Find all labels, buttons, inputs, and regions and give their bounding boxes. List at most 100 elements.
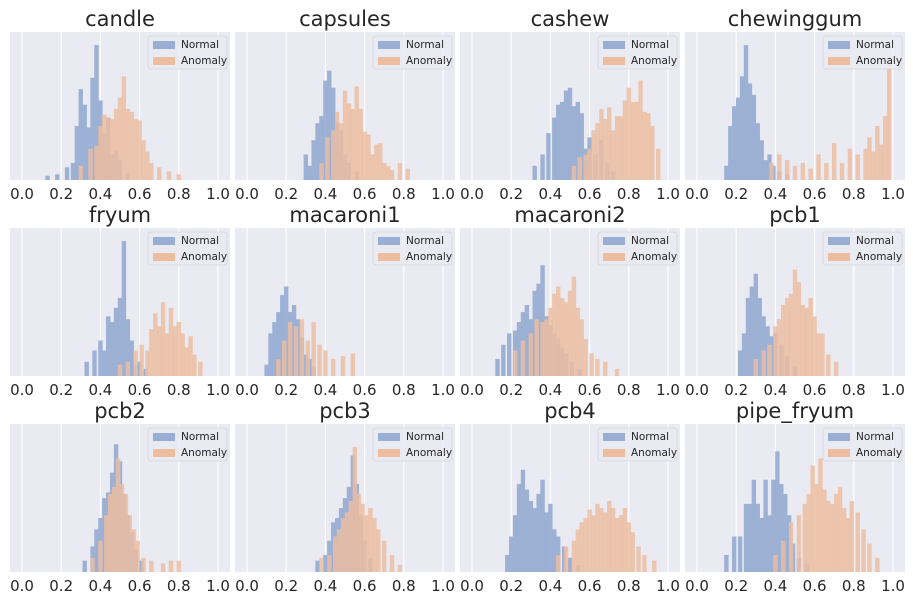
bar-normal: [552, 117, 557, 180]
subplot-title: pcb3: [319, 399, 371, 423]
bar-anomaly: [311, 322, 316, 376]
bar-anomaly: [579, 319, 584, 376]
x-tick-label: 1.0: [881, 577, 905, 595]
bar-normal: [520, 469, 526, 572]
bar-anomaly: [133, 350, 138, 376]
bar-anomaly: [796, 515, 802, 572]
subplot-title: pcb4: [544, 399, 596, 423]
bar-anomaly: [820, 333, 825, 376]
bar-normal: [552, 529, 557, 572]
bar-normal: [121, 241, 127, 376]
legend-label-anomaly: Anomaly: [856, 447, 902, 459]
bar-normal: [544, 512, 549, 572]
bar-normal: [64, 167, 70, 180]
bar-anomaly: [133, 118, 138, 180]
bar-anomaly: [145, 151, 150, 180]
x-tick-label: 0.2: [274, 577, 298, 595]
bar-anomaly: [323, 350, 328, 376]
x-tick-label: 0.2: [49, 381, 73, 399]
series-anomaly: [78, 76, 181, 180]
bar-normal: [78, 89, 83, 180]
bar-normal: [546, 133, 551, 180]
bar-normal: [732, 106, 737, 180]
x-tick-label: 0.4: [538, 185, 562, 203]
bar-normal: [516, 483, 522, 572]
x-tick-label: 0.6: [578, 381, 602, 399]
bar-anomaly: [397, 564, 403, 572]
bar-anomaly: [626, 522, 631, 572]
legend-label-normal: Normal: [631, 235, 669, 247]
legend-swatch-anomaly: [603, 253, 625, 261]
legend-label-anomaly: Anomaly: [406, 447, 452, 459]
series-anomaly: [319, 86, 410, 180]
x-tick-label: 0.4: [538, 381, 562, 399]
bar-anomaly: [788, 293, 794, 376]
bar-anomaly: [168, 307, 174, 376]
bar-anomaly: [282, 340, 287, 376]
legend-label-anomaly: Anomaly: [856, 55, 902, 67]
bar-anomaly: [618, 515, 624, 572]
bar-anomaly: [563, 546, 569, 572]
bar-anomaly: [358, 109, 363, 180]
legend-label-anomaly: Anomaly: [406, 55, 452, 67]
bar-anomaly: [336, 529, 342, 572]
bar-anomaly: [575, 529, 581, 572]
bar-anomaly: [603, 361, 608, 376]
bar-anomaly: [125, 361, 131, 376]
bar-anomaly: [861, 529, 866, 572]
bar-anomaly: [855, 154, 860, 180]
bar-normal: [268, 333, 273, 376]
bar-anomaly: [845, 518, 851, 572]
bar-anomaly: [319, 162, 324, 180]
legend-swatch-anomaly: [603, 449, 625, 457]
bar-normal: [45, 175, 50, 180]
bar-normal: [94, 45, 99, 180]
legend-label-anomaly: Anomaly: [631, 55, 677, 67]
legend-swatch-normal: [828, 433, 850, 441]
bar-normal: [536, 493, 541, 572]
bar-anomaly: [137, 120, 142, 180]
bar-anomaly: [117, 97, 123, 180]
bar-anomaly: [512, 350, 518, 376]
bar-anomaly: [559, 297, 565, 376]
bar-anomaly: [804, 307, 809, 376]
legend-swatch-normal: [603, 41, 625, 49]
legend-swatch-anomaly: [153, 449, 175, 457]
legend-swatch-normal: [378, 237, 400, 245]
subplot-title: capsules: [299, 7, 391, 31]
legend-label-normal: Normal: [856, 39, 894, 51]
bar-normal: [264, 364, 269, 376]
x-tick-label: 0.0: [10, 185, 34, 203]
bar-anomaly: [818, 458, 823, 572]
x-tick-label: 0.6: [803, 185, 827, 203]
subplot-title: cashew: [531, 7, 610, 31]
bar-anomaly: [610, 130, 616, 180]
bar-anomaly: [160, 302, 166, 376]
bar-anomaly: [777, 319, 782, 376]
bar-normal: [739, 76, 745, 180]
bar-anomaly: [761, 350, 766, 376]
legend-swatch-normal: [828, 41, 850, 49]
bar-normal: [509, 536, 514, 572]
bar-anomaly: [814, 483, 819, 572]
x-tick-label: 0.8: [617, 577, 641, 595]
x-tick-label: 1.0: [431, 185, 455, 203]
bar-normal: [556, 536, 561, 572]
bar-anomaly: [287, 322, 293, 376]
bar-anomaly: [378, 143, 383, 180]
legend-swatch-normal: [378, 41, 400, 49]
bar-anomaly: [781, 540, 786, 572]
bar-anomaly: [650, 126, 655, 180]
bar-normal: [55, 174, 60, 180]
bar-anomaly: [121, 76, 127, 180]
bar-anomaly: [788, 522, 794, 572]
bar-anomaly: [293, 326, 299, 376]
subplot-title: candle: [85, 7, 155, 31]
x-tick-label: 1.0: [431, 577, 455, 595]
bar-normal: [728, 126, 733, 180]
bar-anomaly: [603, 512, 608, 572]
bar-normal: [82, 104, 87, 180]
bar-normal: [579, 113, 584, 180]
bar-anomaly: [131, 529, 136, 572]
bar-anomaly: [781, 305, 786, 376]
